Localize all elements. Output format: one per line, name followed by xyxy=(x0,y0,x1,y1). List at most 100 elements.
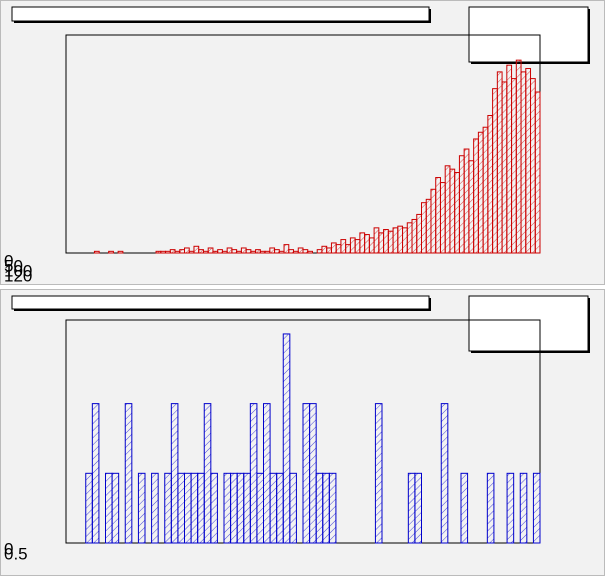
hist-bar xyxy=(207,247,214,254)
hist-bar xyxy=(492,88,498,254)
hist-bar xyxy=(197,472,205,544)
hist-bar xyxy=(236,250,242,254)
hist-bar xyxy=(520,71,527,254)
hist-bar xyxy=(108,250,114,254)
hist-bar xyxy=(407,472,416,544)
hist-bar xyxy=(164,472,172,544)
hist-bar xyxy=(349,237,356,254)
hist-bar xyxy=(397,225,404,254)
hist-bar xyxy=(411,218,418,254)
hist-bar xyxy=(374,403,383,544)
hist-bar xyxy=(463,148,470,254)
hist-bar xyxy=(302,403,311,544)
hist-bar xyxy=(190,472,199,544)
hist-bar xyxy=(335,244,342,254)
hist-bar xyxy=(530,78,536,254)
hist-bar xyxy=(307,250,313,254)
axis-label: 100 xyxy=(4,261,32,280)
hist-bar xyxy=(373,227,380,254)
hist-bar xyxy=(439,182,446,254)
hist-bar xyxy=(160,250,167,254)
hist-bar xyxy=(169,249,176,254)
hist-bar xyxy=(511,78,517,254)
hist-bar xyxy=(264,250,271,254)
hist-bar xyxy=(184,247,190,254)
hist-bar xyxy=(444,165,451,254)
hist-bar xyxy=(321,245,328,254)
hist-bar xyxy=(245,249,252,254)
hist-bar xyxy=(473,138,479,254)
hist-bar xyxy=(212,250,219,254)
hist-bar xyxy=(368,237,375,254)
hist-bar xyxy=(289,472,297,544)
hist-bar xyxy=(269,247,276,254)
hist-bar xyxy=(249,403,258,544)
axis-label: 0 xyxy=(4,539,13,558)
hist-bar xyxy=(256,472,264,544)
hist-bar xyxy=(259,250,266,254)
hist-bar xyxy=(532,472,541,544)
hist-bar xyxy=(188,250,195,254)
hist-bar xyxy=(263,403,271,544)
hist-bar xyxy=(288,249,295,254)
hist-bar xyxy=(217,249,223,254)
hist-bar xyxy=(460,472,469,544)
hist-bar xyxy=(274,249,280,254)
hist-bar xyxy=(124,403,133,544)
hist-bar xyxy=(302,249,309,254)
histogram xyxy=(93,59,541,254)
hist-bar xyxy=(506,472,515,544)
hist-bar xyxy=(137,472,146,544)
hist-bar xyxy=(165,250,171,254)
hist-bar xyxy=(506,64,513,254)
hist-bar xyxy=(184,472,192,544)
hist-bar xyxy=(322,472,330,544)
hist-bar xyxy=(315,472,324,544)
hist-bar xyxy=(345,244,351,254)
histogram xyxy=(85,333,541,544)
hist-bar xyxy=(276,472,284,544)
hist-bar xyxy=(430,188,437,254)
hist-bar xyxy=(387,230,394,254)
hist-bar xyxy=(486,472,495,544)
hist-bar xyxy=(179,249,185,254)
hist-bar xyxy=(496,71,503,254)
hist-bar xyxy=(283,244,290,254)
hist-bar xyxy=(525,68,532,254)
hist-bar xyxy=(406,222,413,254)
hist-bar xyxy=(282,333,291,544)
hist-bar xyxy=(117,250,124,254)
hist-bar xyxy=(297,247,304,254)
hist-bar xyxy=(425,198,432,254)
hist-bar xyxy=(174,250,181,254)
hist-bar xyxy=(328,472,337,544)
hist-bar xyxy=(170,403,179,544)
hist-bar xyxy=(340,239,347,254)
hist-bar xyxy=(210,472,218,544)
hist-bar xyxy=(477,131,484,254)
hist-bar xyxy=(392,227,399,254)
hist-bar xyxy=(383,229,389,254)
hist-bar xyxy=(435,177,441,254)
hist-bar xyxy=(449,168,456,254)
hist-bar xyxy=(309,403,317,544)
hist-bar xyxy=(468,160,475,254)
axis-label: 0.5 xyxy=(4,544,28,563)
hist-bar xyxy=(359,232,366,254)
hist-bar xyxy=(230,472,238,544)
hist-bar xyxy=(378,232,385,254)
hist-bar xyxy=(240,247,247,254)
hist-bar xyxy=(364,234,370,254)
hist-bar xyxy=(519,472,528,544)
hist-bar xyxy=(223,472,232,544)
hist-bar xyxy=(316,249,323,254)
axis-label: 0 xyxy=(4,251,13,270)
hist-bar xyxy=(155,250,162,254)
hist-bar xyxy=(487,114,494,254)
hist-bar xyxy=(293,250,299,254)
hist-bar xyxy=(534,91,541,254)
hist-bar xyxy=(93,250,100,254)
hist-bar xyxy=(151,472,159,544)
hist-bar xyxy=(440,403,449,544)
